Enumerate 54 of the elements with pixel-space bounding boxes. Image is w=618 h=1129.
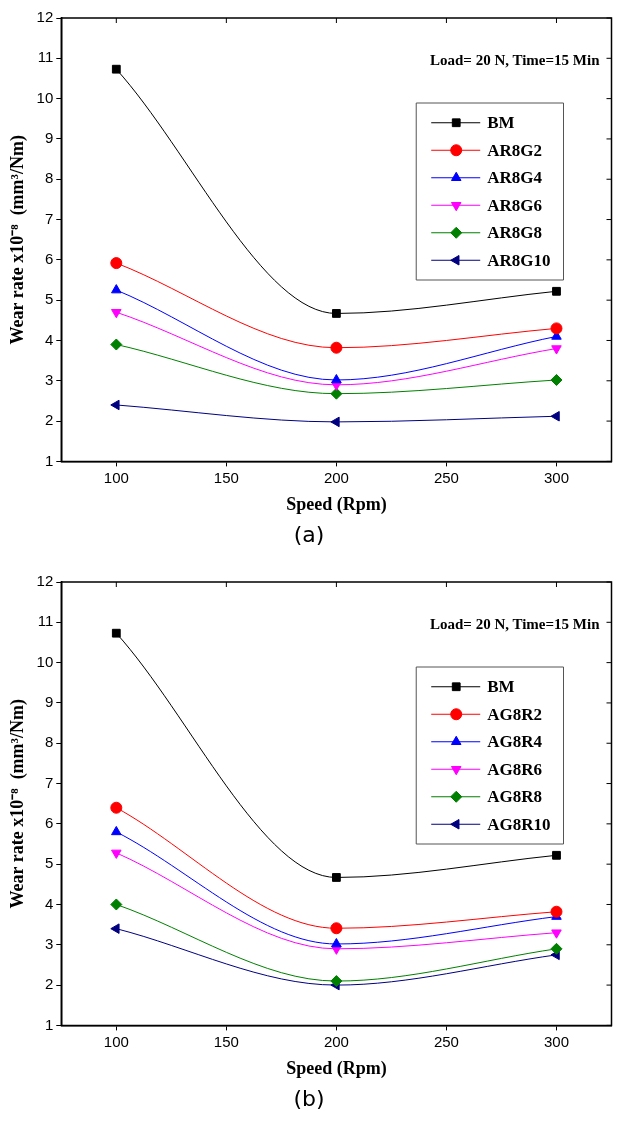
x-tick-label: 100 [103, 1032, 129, 1050]
annotation: Load= 20 N, Time=15 Min [430, 615, 601, 632]
y-tick-label: 7 [44, 773, 54, 791]
y-axis-title: Wear rate x10⁻⁸ (mm³/Nm) [7, 699, 29, 909]
y-tick-label: 1 [44, 451, 54, 469]
legend-label: AR8G2 [487, 140, 542, 160]
y-tick-label: 8 [44, 169, 54, 187]
x-axis-title: Speed (Rpm) [286, 1057, 387, 1079]
x-tick-label: 250 [433, 468, 459, 486]
legend-label: AR8G8 [487, 223, 542, 243]
x-tick-label: 300 [543, 468, 569, 486]
legend-label: BM [487, 113, 515, 133]
legend-label: BM [487, 677, 515, 697]
y-tick-label: 8 [44, 733, 54, 751]
text: (a) [292, 522, 326, 547]
y-tick-label: 12 [36, 8, 54, 26]
text: (b) [292, 1086, 326, 1111]
y-tick-label: 1 [44, 1015, 54, 1033]
y-tick-label: 2 [44, 411, 54, 429]
x-tick-label: 150 [213, 1032, 239, 1050]
y-tick-label: 6 [44, 814, 54, 831]
legend-label: AG8R4 [487, 732, 543, 752]
x-tick-label: 200 [323, 468, 349, 486]
y-tick-label: 11 [37, 48, 54, 66]
legend-label: AG8R6 [487, 759, 542, 779]
y-tick-label: 10 [36, 652, 54, 670]
y-tick-label: 9 [44, 693, 54, 711]
legend-label: AR8G6 [487, 195, 542, 215]
legend-label: AG8R10 [487, 814, 551, 834]
x-tick-label: 300 [543, 1032, 569, 1050]
y-tick-label: 4 [44, 894, 54, 912]
legend-label: AR8G10 [487, 250, 551, 270]
y-tick-label: 3 [44, 370, 54, 388]
y-tick-label: 5 [44, 854, 54, 872]
legend-label: AR8G4 [487, 168, 543, 188]
y-tick-label: 12 [36, 572, 54, 590]
y-axis-title: Wear rate x10⁻⁸ (mm³/Nm) [7, 135, 29, 345]
legend-label: AG8R2 [487, 704, 542, 724]
x-tick-label: 100 [103, 468, 129, 486]
y-tick-label: 9 [44, 129, 54, 147]
x-tick-label: 250 [433, 1032, 459, 1050]
x-tick-label: 200 [323, 1032, 349, 1050]
y-tick-label: 6 [44, 250, 54, 267]
y-tick-label: 11 [37, 612, 54, 630]
annotation: Load= 20 N, Time=15 Min [430, 51, 601, 68]
y-tick-label: 3 [44, 934, 54, 952]
y-tick-label: 2 [44, 975, 54, 993]
y-tick-label: 4 [44, 330, 54, 348]
x-tick-label: 150 [213, 468, 239, 486]
y-tick-label: 5 [44, 290, 54, 308]
y-tick-label: 10 [36, 88, 54, 106]
legend-label: AG8R8 [487, 787, 542, 807]
x-axis-title: Speed (Rpm) [286, 493, 387, 515]
y-tick-label: 7 [44, 209, 54, 227]
